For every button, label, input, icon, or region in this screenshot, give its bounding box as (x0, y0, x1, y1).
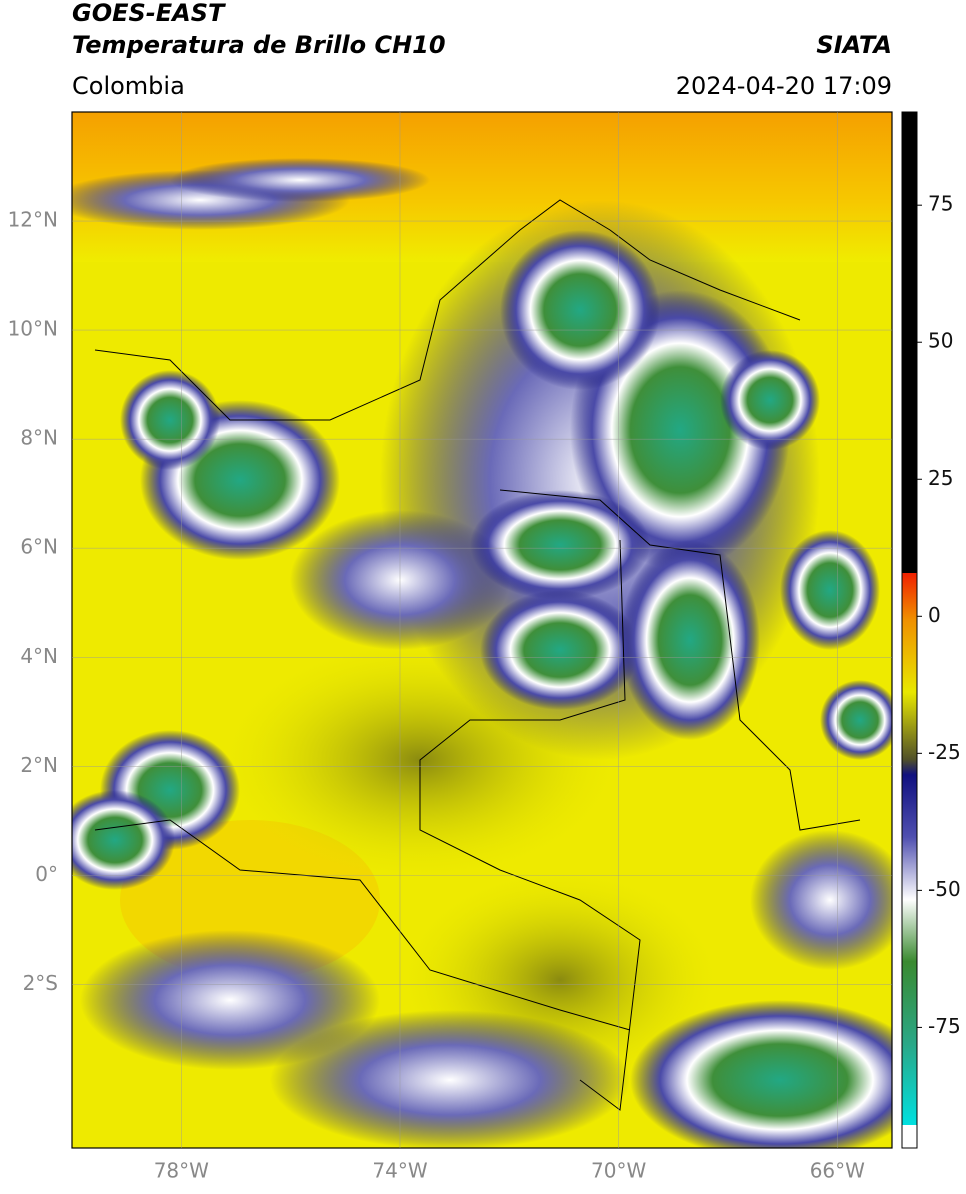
cloud (470, 490, 650, 600)
cloud (72, 790, 175, 890)
borders (94, 199, 861, 1111)
lat-tick-label: 2°N (20, 753, 58, 777)
cloud (720, 350, 820, 450)
cloud (120, 370, 220, 470)
cloud (170, 158, 430, 202)
cloud (820, 680, 892, 760)
colorbar-tick-label: 75 (928, 192, 953, 216)
colorbar-tick-label: 50 (928, 329, 953, 353)
cloud (630, 1000, 892, 1148)
colorbar-tick-label: 0 (928, 603, 941, 627)
cloud (780, 530, 880, 650)
colorbar (901, 111, 918, 1149)
lon-tick-label: 78°W (154, 1159, 209, 1183)
lon-tick-label: 74°W (372, 1159, 427, 1183)
imagery (72, 112, 892, 1148)
cloud (620, 540, 760, 740)
colorbar-tick-label: -75 (928, 1014, 961, 1038)
satellite-name: GOES-EAST (72, 0, 226, 27)
datetime: 2024-04-20 17:09 (676, 72, 892, 100)
source: SIATA (816, 31, 892, 59)
lat-tick-label: 4°N (20, 644, 58, 668)
cloud (750, 830, 892, 970)
product-title: Temperatura de Brillo CH10 (72, 31, 446, 59)
lat-tick-label: 10°N (8, 317, 58, 341)
colorbar-tick-label: 25 (928, 466, 953, 490)
cloud (480, 590, 640, 710)
colorbar-tick-label: -50 (928, 877, 961, 901)
lat-tick-label: 12°N (8, 208, 58, 232)
cloud (80, 930, 380, 1070)
lat-tick-label: 6°N (20, 535, 58, 559)
lon-tick-label: 70°W (591, 1159, 646, 1183)
lat-tick-label: 0° (35, 862, 58, 886)
lat-tick-label: 2°S (23, 971, 58, 995)
cloud (270, 1010, 630, 1148)
colorbar-tick-label: -25 (928, 740, 961, 764)
lat-tick-label: 8°N (20, 426, 58, 450)
cloud (500, 230, 660, 390)
lon-tick-label: 66°W (810, 1159, 865, 1183)
region: Colombia (72, 72, 185, 100)
map-frame (71, 111, 893, 1149)
